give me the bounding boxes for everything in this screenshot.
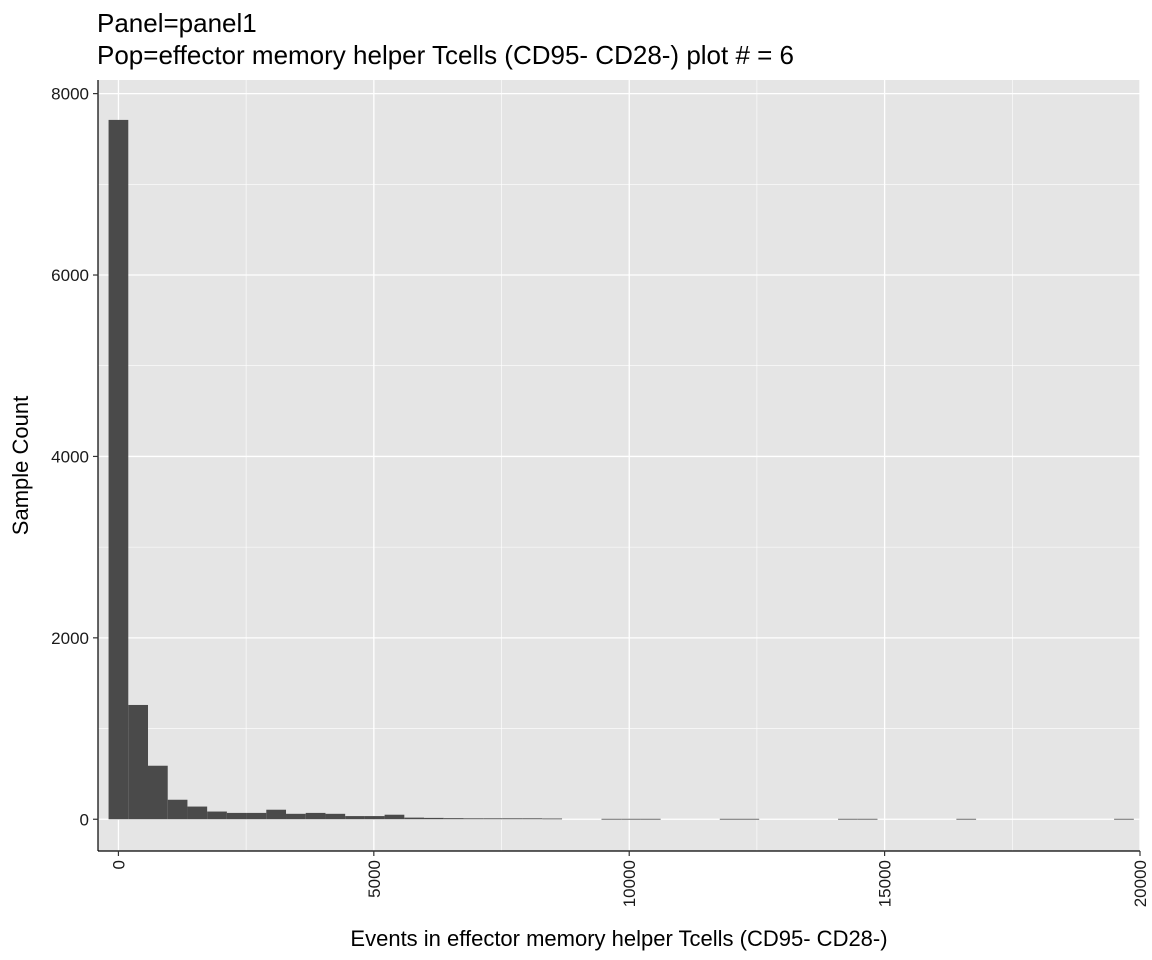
histogram-bar — [364, 816, 385, 820]
y-axis-ticks: 0 2000 4000 6000 8000 — [51, 85, 98, 829]
histogram-bar — [187, 806, 208, 820]
x-tick-label: 0 — [109, 860, 128, 869]
histogram-bar — [305, 812, 326, 820]
histogram-bar — [384, 814, 405, 820]
histogram-bar — [325, 813, 346, 820]
histogram-bar — [640, 818, 661, 820]
plot-panel — [98, 80, 1140, 851]
histogram-bar — [621, 818, 641, 820]
y-tick-label: 2000 — [51, 629, 89, 648]
histogram-bar — [542, 818, 563, 820]
y-tick-label: 8000 — [51, 85, 89, 104]
histogram-bars — [108, 119, 1134, 820]
y-tick-label: 0 — [80, 810, 89, 829]
histogram-bar — [857, 818, 878, 820]
histogram-bar — [502, 818, 523, 820]
x-tick-label: 5000 — [365, 860, 384, 898]
histogram-bar — [838, 818, 858, 820]
chart-subtitle: Pop=effector memory helper Tcells (CD95-… — [97, 40, 794, 70]
y-tick-label: 4000 — [51, 447, 89, 466]
x-tick-label: 15000 — [876, 860, 895, 907]
histogram-bar — [148, 765, 168, 820]
histogram-bar — [739, 818, 760, 820]
histogram-bar — [424, 817, 444, 820]
histogram-bar — [1114, 818, 1134, 820]
chart-title: Panel=panel1 — [97, 8, 257, 38]
histogram-bar — [956, 818, 977, 820]
histogram-bar — [719, 818, 740, 820]
histogram-bar — [207, 811, 227, 820]
x-axis-ticks: 0 5000 10000 15000 20000 — [109, 851, 1150, 907]
y-tick-label: 6000 — [51, 266, 89, 285]
histogram-bar — [463, 818, 484, 820]
y-axis-title: Sample Count — [8, 396, 33, 535]
histogram-bar — [345, 816, 365, 820]
histogram-bar — [522, 818, 543, 820]
x-tick-label: 10000 — [620, 860, 639, 907]
histogram-bar — [128, 704, 149, 820]
histogram-bar — [601, 818, 622, 820]
histogram-bar — [286, 813, 306, 820]
histogram-bar — [226, 812, 247, 820]
x-tick-label: 20000 — [1131, 860, 1150, 907]
histogram-bar — [443, 818, 464, 820]
histogram-bar — [167, 799, 188, 820]
histogram-bar — [483, 818, 503, 820]
histogram-bar — [404, 817, 425, 820]
histogram-bar — [246, 812, 267, 820]
x-axis-title: Events in effector memory helper Tcells … — [350, 926, 887, 951]
grid-minor-lines — [98, 80, 1140, 851]
histogram-bar — [266, 809, 287, 820]
histogram-bar — [108, 119, 129, 820]
